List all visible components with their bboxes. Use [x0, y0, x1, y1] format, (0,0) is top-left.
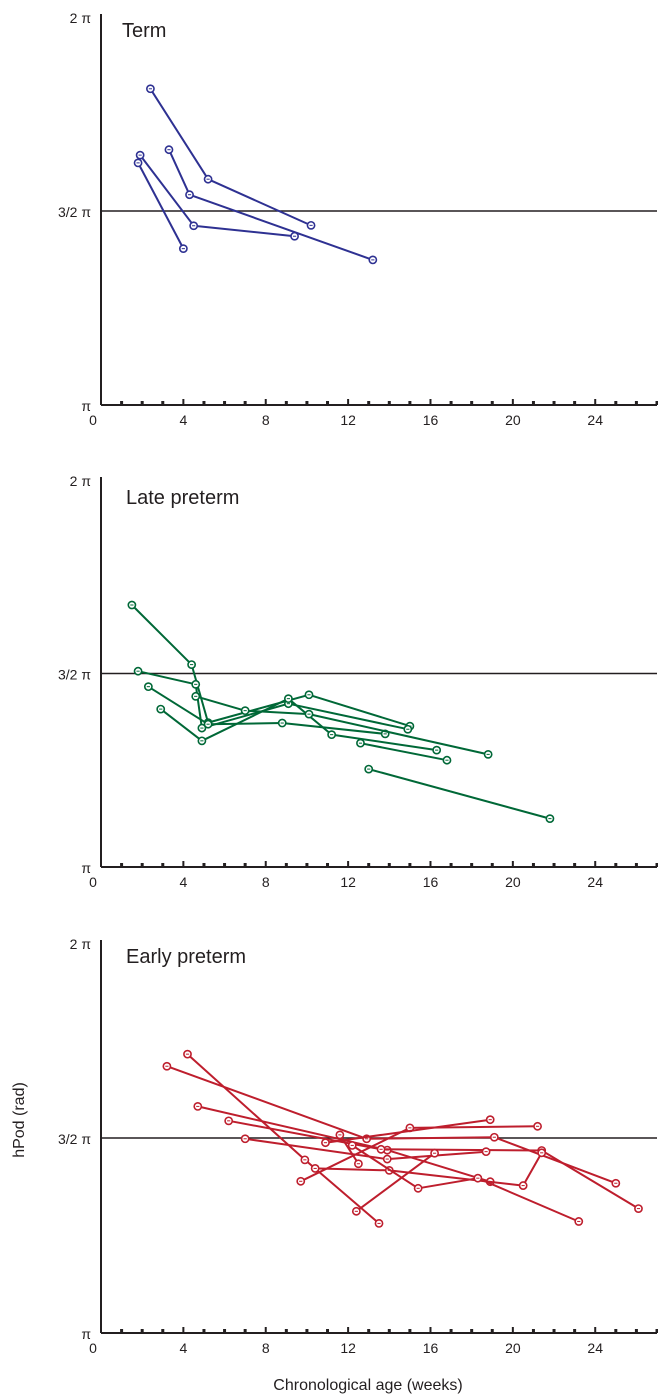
late-preterm-y-tick-label-2: 2 π — [70, 473, 92, 489]
early-preterm-x-tick-label-8: 8 — [262, 1340, 270, 1356]
early-preterm-x-tick-label-0: 0 — [89, 1340, 97, 1356]
early-preterm-x-tick-label-12: 12 — [340, 1340, 356, 1356]
late-preterm-x-tick-label-24: 24 — [587, 874, 603, 890]
term-x-tick-label-24: 24 — [587, 412, 603, 428]
early-preterm-series-10-line — [351, 1144, 580, 1223]
late-preterm-series-2-line — [137, 670, 409, 731]
panel-early-preterm: 0 4 8 12 16 20 24 π 3/2 π 2 π Early preterm — [58, 936, 658, 1356]
late-preterm-series-3-line — [147, 685, 386, 735]
term-x-tick-label-20: 20 — [505, 412, 521, 428]
late-preterm-x-tick-label-20: 20 — [505, 874, 521, 890]
early-preterm-series-11-line — [355, 1152, 436, 1213]
early-preterm-series-8-line — [325, 1118, 491, 1144]
early-preterm-x-tick-label-4: 4 — [179, 1340, 187, 1356]
early-preterm-x-tick-label-24: 24 — [587, 1340, 603, 1356]
early-preterm-series-1-line — [166, 1065, 617, 1185]
early-preterm-x-tick-label-20: 20 — [505, 1340, 521, 1356]
term-x-tick-label-8: 8 — [262, 412, 270, 428]
term-y-tick-label-2: 2 π — [70, 10, 92, 26]
late-preterm-x-tick-label-12: 12 — [340, 874, 356, 890]
term-title: Term — [122, 20, 166, 42]
early-preterm-y-tick-label-1: 3/2 π — [58, 1131, 91, 1147]
panel-term: 0 4 8 12 16 20 24 π 3/2 π 2 π Term — [58, 10, 658, 428]
early-preterm-series-3-line — [197, 1105, 491, 1183]
early-preterm-title: Early preterm — [126, 946, 246, 968]
late-preterm-title: Late preterm — [126, 487, 239, 509]
late-preterm-x-tick-label-16: 16 — [423, 874, 439, 890]
early-preterm-y-tick-label-0: π — [81, 1326, 91, 1342]
y-axis-title: hPod (rad) — [11, 1082, 28, 1158]
term-x-tick-label-16: 16 — [423, 412, 439, 428]
term-series-1-line — [149, 88, 312, 227]
early-preterm-series-7-line — [315, 1152, 543, 1187]
late-preterm-y-tick-label-1: 3/2 π — [58, 667, 91, 683]
early-preterm-y-tick-label-2: 2 π — [70, 936, 92, 952]
early-preterm-series-4-line — [228, 1119, 640, 1210]
late-preterm-x-tick-label-0: 0 — [89, 874, 97, 890]
late-preterm-y-tick-label-0: π — [81, 860, 91, 876]
early-preterm-series-9-line — [339, 1134, 360, 1165]
term-x-tick-label-4: 4 — [179, 412, 187, 428]
late-preterm-x-tick-label-4: 4 — [179, 874, 187, 890]
x-axis-title: Chronological age (weeks) — [273, 1377, 462, 1394]
panel-late-preterm: 0 4 8 12 16 20 24 π 3/2 π 2 π Late preterm — [58, 473, 658, 890]
late-preterm-series-7-line — [368, 768, 551, 820]
late-preterm-series-6-line — [360, 742, 448, 762]
term-x-tick-label-12: 12 — [340, 412, 356, 428]
term-x-tick-label-0: 0 — [89, 412, 97, 428]
late-preterm-series-5-line — [195, 695, 489, 756]
term-y-tick-label-1: 3/2 π — [58, 204, 91, 220]
early-preterm-x-tick-label-16: 16 — [423, 1340, 439, 1356]
term-y-tick-label-0: π — [81, 398, 91, 414]
late-preterm-x-tick-label-8: 8 — [262, 874, 270, 890]
term-series-4-line — [137, 162, 185, 250]
